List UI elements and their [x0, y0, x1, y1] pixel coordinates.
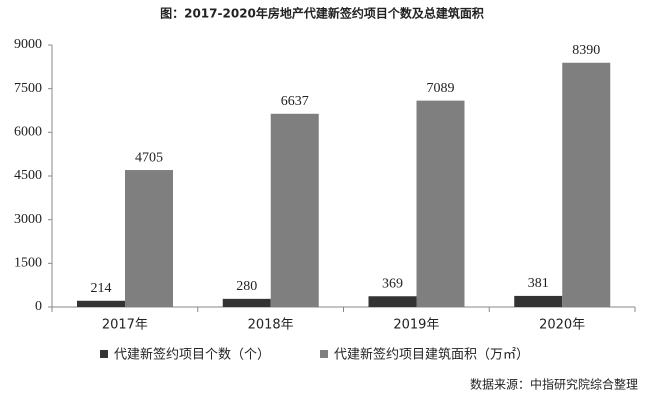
y-tick-label: 6000	[14, 125, 42, 140]
y-tick-label: 7500	[14, 81, 42, 96]
bar	[514, 295, 563, 307]
value-label: 4705	[135, 150, 163, 165]
y-tick-label: 4500	[14, 168, 42, 183]
source-note: 数据来源：中指研究院综合整理	[470, 377, 638, 392]
value-label: 214	[91, 281, 112, 296]
y-tick-label: 0	[35, 299, 42, 314]
chart-title: 图：2017-2020年房地产代建新签约项目个数及总建筑面积	[160, 6, 484, 21]
x-tick-label: 2017年	[102, 318, 148, 333]
bar	[77, 300, 125, 307]
value-label: 381	[528, 276, 549, 291]
value-label: 6637	[281, 94, 309, 109]
bar	[562, 62, 611, 307]
y-tick-label: 1500	[14, 256, 42, 271]
value-label: 7089	[427, 81, 455, 96]
value-label: 280	[236, 279, 257, 294]
bar	[125, 170, 173, 307]
bar	[222, 298, 271, 307]
bar	[416, 100, 465, 307]
legend-swatch	[320, 350, 329, 358]
legend-label: 代建新签约项目个数（个）	[114, 347, 270, 363]
y-tick-label: 3000	[14, 212, 42, 227]
legend-label: 代建新签约项目建筑面积（万㎡）	[334, 347, 529, 363]
value-label: 8390	[572, 43, 600, 58]
legend-swatch	[100, 350, 108, 358]
bar	[270, 113, 319, 308]
value-label: 369	[382, 276, 403, 291]
x-tick-label: 2020年	[539, 318, 585, 333]
bar	[368, 296, 417, 307]
x-tick-label: 2019年	[393, 318, 439, 333]
x-tick-label: 2018年	[248, 318, 294, 333]
y-tick-label: 9000	[14, 37, 42, 52]
